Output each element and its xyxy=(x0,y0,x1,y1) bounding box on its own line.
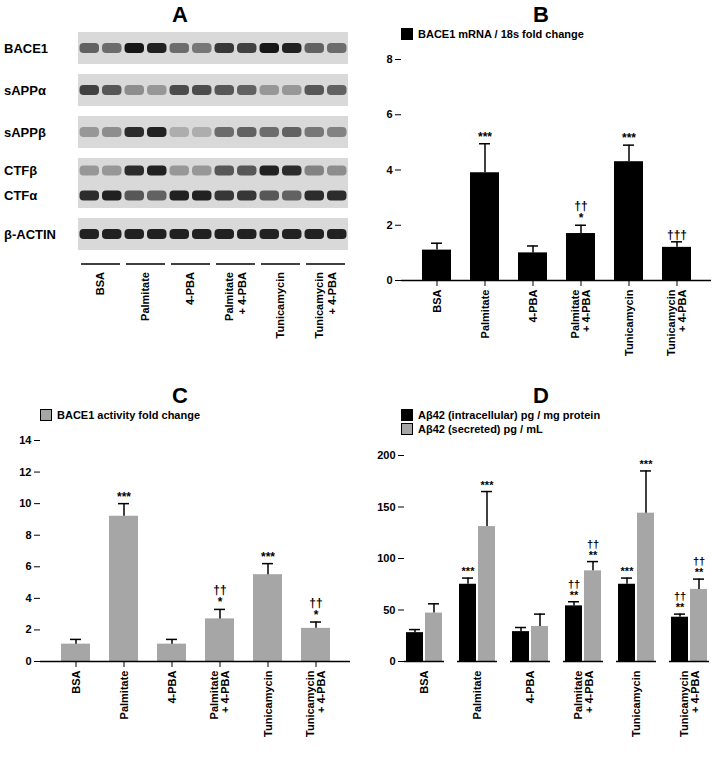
svg-text:Palmitate+ 4-PBA: Palmitate+ 4-PBA xyxy=(223,272,248,321)
svg-text:***: *** xyxy=(261,550,275,564)
svg-text:††*: ††* xyxy=(309,596,322,622)
svg-text:BSA: BSA xyxy=(418,670,430,693)
svg-text:2: 2 xyxy=(25,623,31,635)
svg-text:BSA: BSA xyxy=(431,289,443,312)
svg-text:10: 10 xyxy=(19,497,31,509)
svg-text:14: 14 xyxy=(19,434,32,446)
svg-text:††**: ††** xyxy=(693,555,705,578)
svg-text:Palmitate: Palmitate xyxy=(139,272,151,321)
svg-text:***: *** xyxy=(481,479,495,491)
svg-text:***: *** xyxy=(478,130,492,144)
svg-text:sAPPβ: sAPPβ xyxy=(4,125,46,140)
svg-text:††**: ††** xyxy=(587,538,599,561)
svg-text:***: *** xyxy=(621,565,635,577)
svg-text:4-PBA: 4-PBA xyxy=(527,289,539,322)
svg-text:††**: ††** xyxy=(674,590,686,613)
svg-text:200: 200 xyxy=(377,449,395,461)
html-text:Aβ42 (secreted) pg / mL: Aβ42 (secreted) pg / mL xyxy=(418,423,543,435)
svg-text:Tunicamycin: Tunicamycin xyxy=(262,670,274,737)
svg-text:Tunicamycin: Tunicamycin xyxy=(623,289,635,356)
svg-text:BSA: BSA xyxy=(94,272,106,295)
svg-text:††*: ††* xyxy=(574,199,587,225)
html-text:D: D xyxy=(533,383,549,408)
svg-text:12: 12 xyxy=(19,466,31,478)
svg-text:CTFβ: CTFβ xyxy=(4,163,37,178)
svg-text:††**: ††** xyxy=(568,578,580,601)
svg-text:6: 6 xyxy=(386,108,392,120)
svg-text:Palmitate: Palmitate xyxy=(479,290,491,339)
svg-text:0: 0 xyxy=(25,655,31,667)
svg-text:Tunicamycin+ 4-PBA: Tunicamycin+ 4-PBA xyxy=(313,272,338,339)
svg-text:Tunicamycin+ 4-PBA: Tunicamycin+ 4-PBA xyxy=(304,670,327,737)
svg-text:4: 4 xyxy=(25,592,32,604)
svg-text:4: 4 xyxy=(386,164,393,176)
html-text:B: B xyxy=(533,2,549,27)
svg-text:***: *** xyxy=(462,565,476,577)
svg-text:0: 0 xyxy=(386,274,392,286)
svg-text:50: 50 xyxy=(383,604,395,616)
svg-text:Palmitate+ 4-PBA: Palmitate+ 4-PBA xyxy=(572,670,595,719)
svg-text:Palmitate: Palmitate xyxy=(471,671,483,720)
svg-text:0: 0 xyxy=(389,655,395,667)
svg-text:sAPPα: sAPPα xyxy=(4,83,46,98)
svg-text:BSA: BSA xyxy=(70,670,82,693)
svg-text:2: 2 xyxy=(386,219,392,231)
html-text:C: C xyxy=(172,383,188,408)
svg-text:Tunicamycin: Tunicamycin xyxy=(630,670,642,737)
svg-text:8: 8 xyxy=(386,53,392,65)
html-text:A: A xyxy=(172,2,188,27)
svg-text:***: *** xyxy=(622,131,636,145)
svg-text:Palmitate: Palmitate xyxy=(118,671,130,720)
svg-text:Palmitate+ 4-PBA: Palmitate+ 4-PBA xyxy=(208,670,231,719)
svg-text:Tunicamycin: Tunicamycin xyxy=(274,272,286,339)
svg-text:***: *** xyxy=(640,458,654,470)
svg-text:6: 6 xyxy=(25,560,31,572)
svg-text:β-ACTIN: β-ACTIN xyxy=(4,227,56,242)
svg-text:***: *** xyxy=(117,490,131,504)
svg-text:4-PBA: 4-PBA xyxy=(524,670,536,703)
svg-text:Palmitate+ 4-PBA: Palmitate+ 4-PBA xyxy=(569,289,592,338)
svg-text:100: 100 xyxy=(377,552,395,564)
svg-text:4-PBA: 4-PBA xyxy=(184,272,196,305)
svg-text:150: 150 xyxy=(377,501,395,513)
svg-text:†††: ††† xyxy=(667,228,687,242)
svg-text:††*: ††* xyxy=(213,583,226,609)
html-text:Aβ42 (intracellular) pg / mg p: Aβ42 (intracellular) pg / mg protein xyxy=(418,409,601,421)
svg-text:CTFα: CTFα xyxy=(4,188,37,203)
svg-text:Tunicamycin+ 4-PBA: Tunicamycin+ 4-PBA xyxy=(665,289,688,356)
svg-text:Tunicamycin+ 4-PBA: Tunicamycin+ 4-PBA xyxy=(678,670,701,737)
svg-text:4-PBA: 4-PBA xyxy=(166,670,178,703)
html-text:BACE1 mRNA / 18s fold change: BACE1 mRNA / 18s fold change xyxy=(418,28,584,40)
html-text:BACE1 activity fold change: BACE1 activity fold change xyxy=(57,409,200,421)
svg-text:BACE1: BACE1 xyxy=(4,41,48,56)
svg-text:8: 8 xyxy=(25,529,31,541)
